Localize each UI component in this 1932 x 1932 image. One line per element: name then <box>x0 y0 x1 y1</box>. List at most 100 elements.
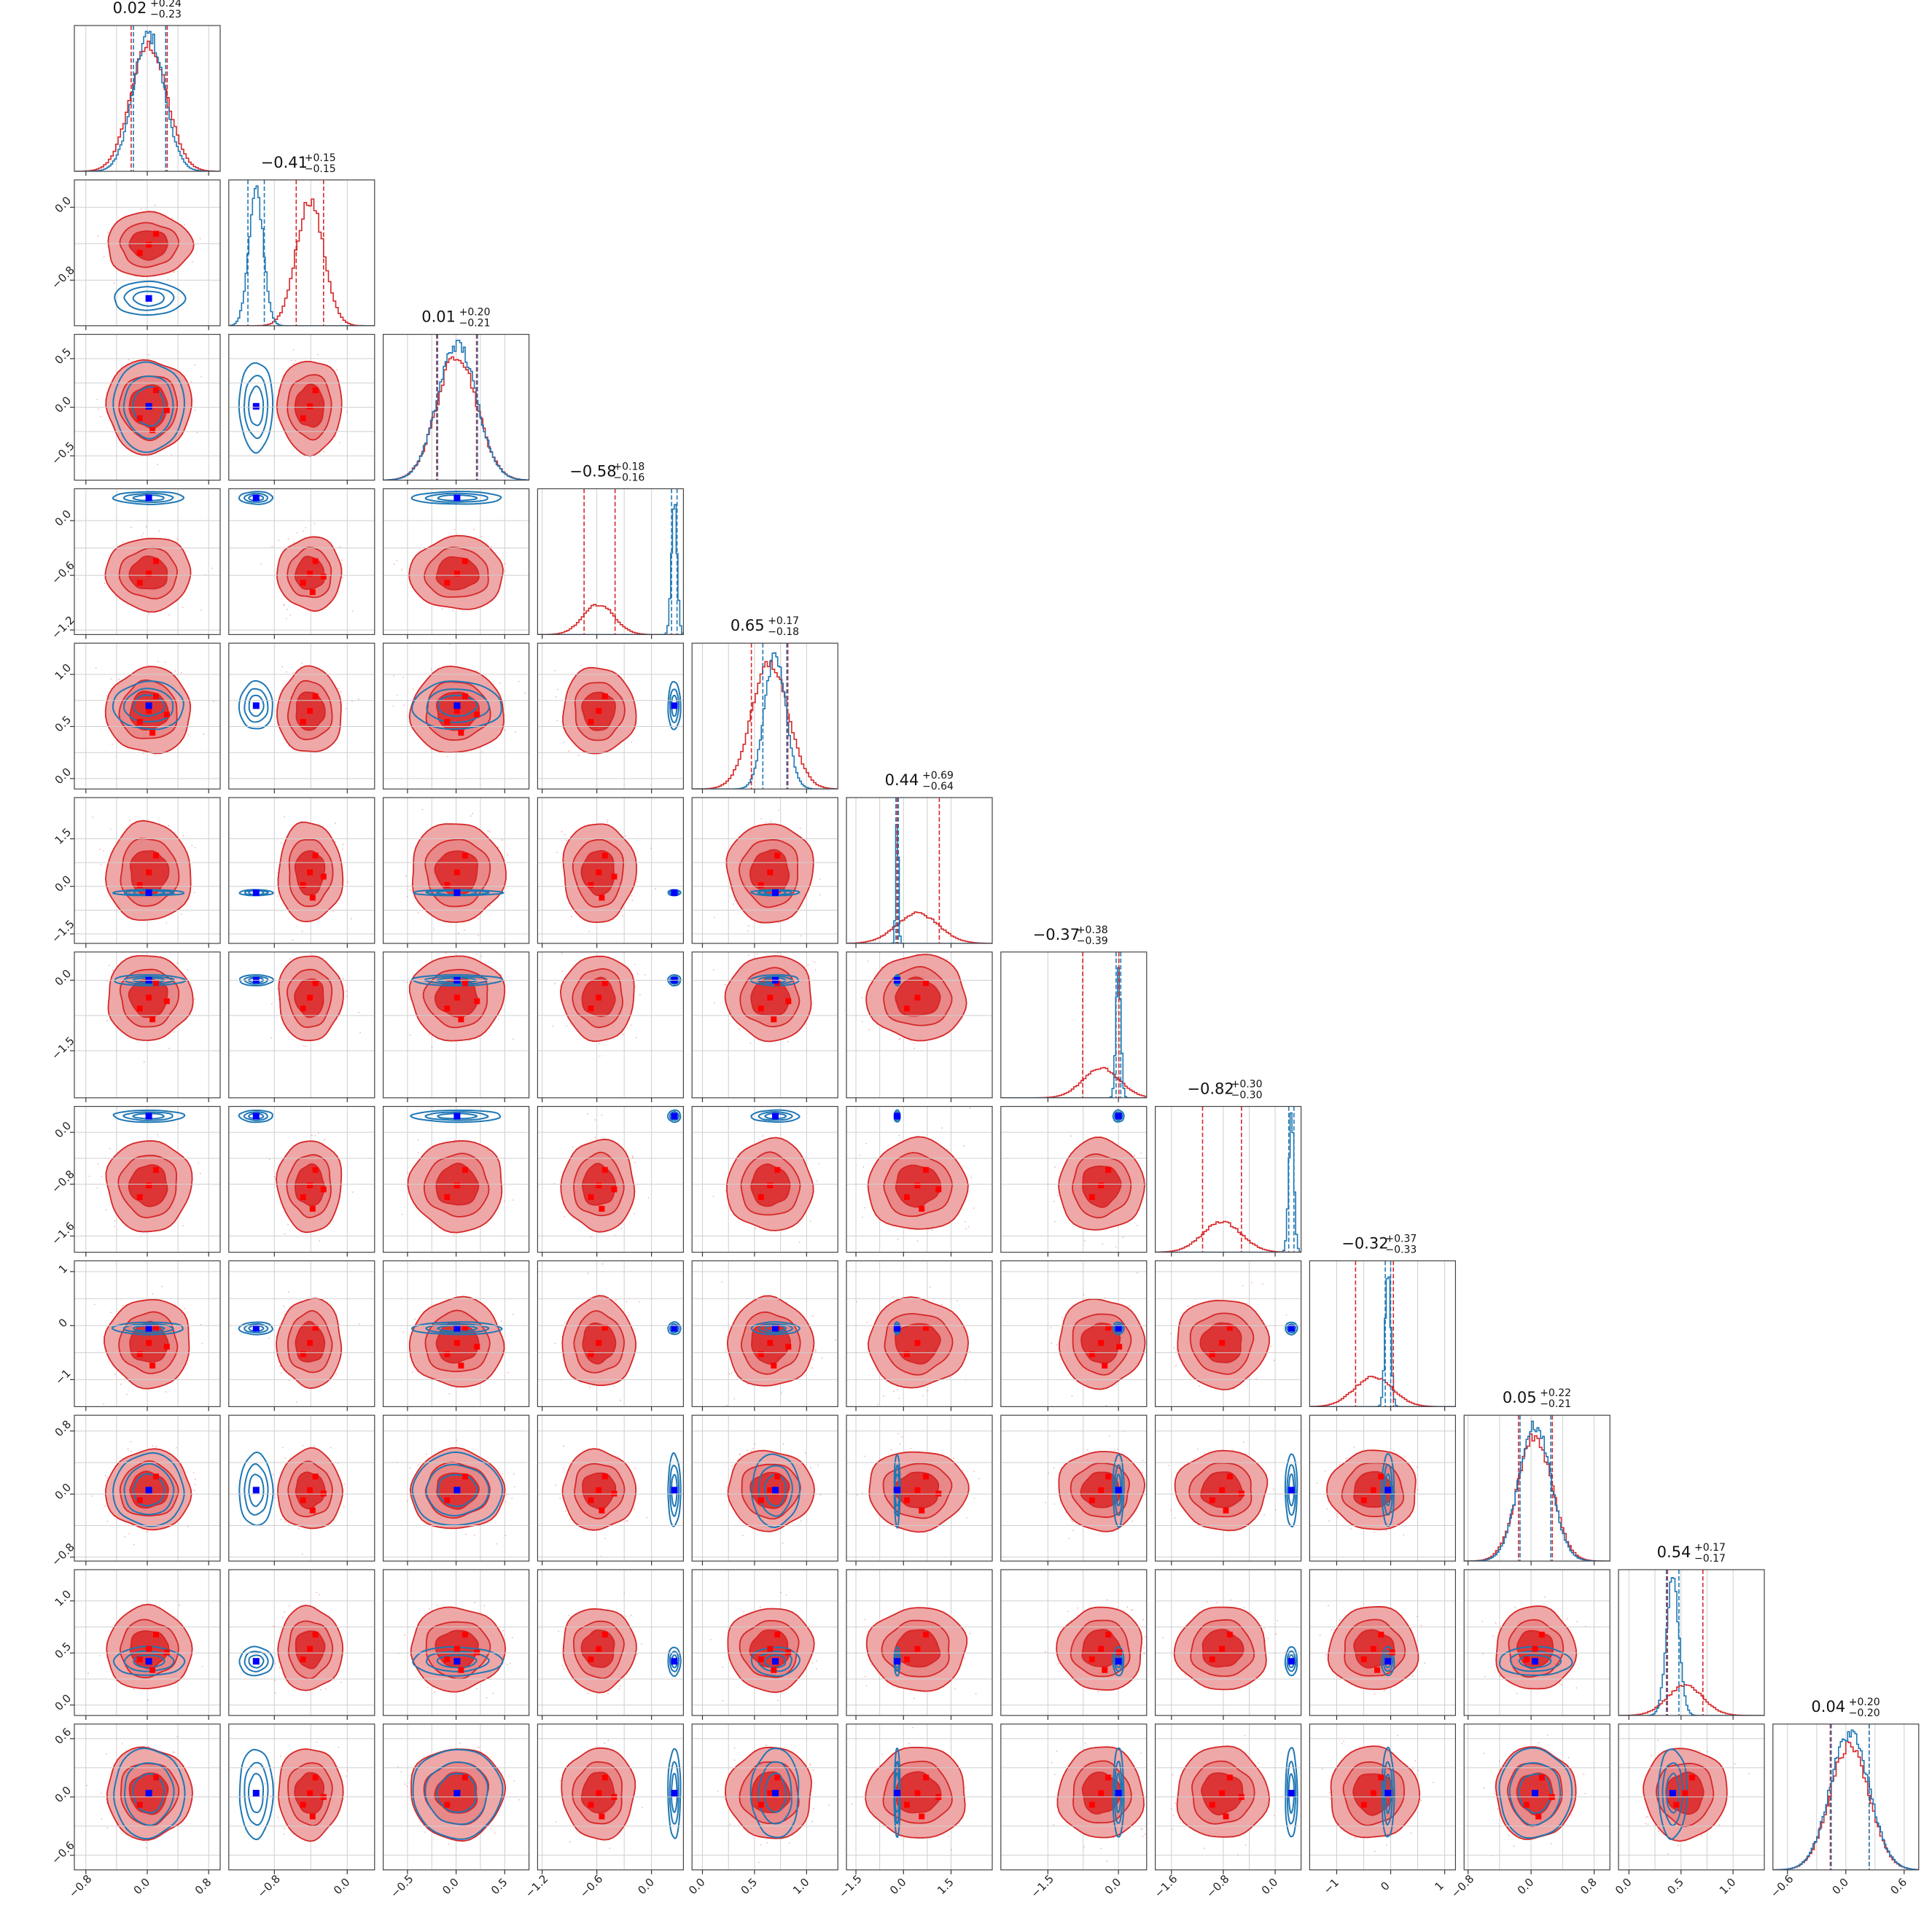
sample-point-red <box>184 1307 186 1309</box>
sample-point-red <box>631 900 634 901</box>
contour-blue <box>424 1111 489 1121</box>
sample-point-red <box>622 1033 623 1035</box>
sample-point-red <box>128 1037 131 1039</box>
sample-point-red <box>561 952 563 954</box>
marker-red <box>923 1166 929 1173</box>
sample-point-red <box>335 841 336 843</box>
sample-point-red <box>429 1034 431 1036</box>
contour-blue <box>133 889 165 896</box>
tick-label-y: 1.5 <box>52 825 74 847</box>
sample-point-red <box>285 618 287 620</box>
sample-point-red <box>182 607 184 609</box>
sample-point-red <box>340 691 342 693</box>
marker-red <box>309 1206 316 1212</box>
sample-point-red <box>97 1164 99 1165</box>
sample-point-red <box>336 369 338 371</box>
sample-point-red <box>588 930 591 932</box>
sample-point-red <box>286 671 288 673</box>
sample-point-red <box>339 546 341 548</box>
marker-red <box>923 980 929 986</box>
marker-red <box>300 1194 306 1200</box>
sample-point-red <box>346 410 348 413</box>
marker-red <box>136 1005 143 1012</box>
sample-point-red <box>191 844 193 846</box>
sample-point-red <box>114 1226 116 1228</box>
sample-point-red <box>453 1234 455 1236</box>
marker-red <box>300 580 306 586</box>
sample-point-red <box>787 1040 789 1043</box>
sample-point-red <box>712 1196 714 1197</box>
panel-title-upper-error: +0.18 <box>613 461 644 472</box>
panel-frame <box>846 1105 993 1253</box>
sample-point-red <box>292 672 295 674</box>
panel-1-1: −0.41+0.15−0.15 <box>228 152 375 330</box>
histogram-blue <box>692 652 838 790</box>
sample-point-red <box>554 983 556 985</box>
panel-title-upper-error: +0.24 <box>150 0 182 9</box>
marker-red <box>163 998 170 1005</box>
contour-blue <box>413 889 505 897</box>
marker-red <box>444 1194 451 1200</box>
sample-point-red <box>556 720 558 722</box>
contour-blue <box>437 1113 478 1120</box>
sample-point-red <box>323 451 324 453</box>
marker-red <box>453 1183 460 1188</box>
sample-point-red <box>601 1114 603 1116</box>
sample-point-red <box>449 643 451 645</box>
sample-point-red <box>564 1215 566 1218</box>
panel-title-upper-error: +0.38 <box>1077 924 1108 936</box>
panel-title-upper-error: +0.17 <box>768 615 799 627</box>
sample-point-red <box>867 960 869 962</box>
sample-point-red <box>351 700 353 702</box>
sample-point-red <box>176 962 179 964</box>
sample-point-red <box>1083 1239 1086 1242</box>
sample-point-red <box>96 1187 98 1189</box>
sample-point-red <box>862 1166 865 1168</box>
sample-point-red <box>899 1037 901 1040</box>
panel-6-0: −1.50.0 <box>49 951 221 1102</box>
panel-frame <box>691 797 838 944</box>
contour-blue <box>436 889 477 896</box>
marker-red <box>307 403 313 410</box>
tick-label-y: 0.0 <box>52 394 74 416</box>
sample-point-red <box>305 1045 307 1047</box>
panel-frame <box>228 334 375 481</box>
sample-point-red <box>77 578 79 580</box>
contour-blue <box>1112 1109 1125 1123</box>
sample-point-red <box>749 1043 752 1044</box>
sample-point-red <box>724 983 726 986</box>
sample-point-red <box>1140 1152 1142 1154</box>
marker-red <box>601 980 608 986</box>
marker-red <box>771 1016 777 1023</box>
sample-point-red <box>798 1242 801 1243</box>
sample-point-red <box>765 822 767 823</box>
sample-point-red <box>518 680 520 682</box>
sample-point-red <box>200 1324 202 1325</box>
marker-red <box>153 1166 159 1173</box>
sample-point-red <box>445 952 447 954</box>
sample-point-red <box>457 932 459 934</box>
sample-point-red <box>816 1180 818 1182</box>
sample-point-red <box>730 887 731 889</box>
sample-point-red <box>196 432 198 434</box>
sample-point-red <box>182 835 184 837</box>
panel-title-lower-error: −0.15 <box>305 163 336 175</box>
sample-point-red <box>524 692 526 694</box>
panel-title-upper-error: +0.15 <box>305 152 336 164</box>
sample-point-red <box>88 1175 90 1177</box>
histogram-blue <box>846 824 992 943</box>
tick-label-y: −1.5 <box>49 917 77 945</box>
sample-point-red <box>725 1190 727 1191</box>
marker-red <box>588 1005 594 1012</box>
sample-point-red <box>965 1228 967 1230</box>
panel-7-3 <box>537 1105 685 1257</box>
histogram-red <box>692 661 838 790</box>
sample-point-red <box>861 997 862 999</box>
sample-point-red <box>273 1175 276 1177</box>
sample-point-red <box>319 1240 321 1242</box>
sample-point-red <box>969 1107 971 1109</box>
marker-red <box>300 719 306 725</box>
sample-point-red <box>289 958 291 960</box>
marker-red <box>596 869 602 876</box>
marker-blue <box>145 889 152 896</box>
